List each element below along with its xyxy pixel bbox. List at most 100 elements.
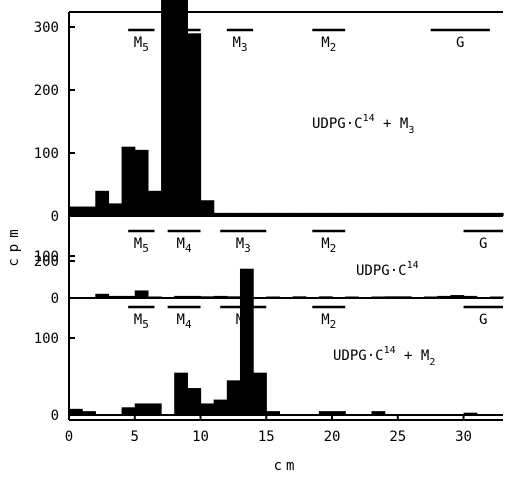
panel-label-top: UDPG·C14 + M3 (312, 113, 414, 136)
bar-top-17 (292, 212, 307, 216)
bar-top-25 (397, 212, 412, 216)
x-tick-label-20: 20 (324, 429, 341, 445)
x-axis-label: cm (274, 458, 299, 474)
bar-top-9 (187, 33, 202, 216)
x-tick-label-30: 30 (455, 429, 472, 445)
y-tick-label-bottom-200: 200 (34, 254, 59, 270)
marker-label-bottom-m3: M3 (236, 312, 251, 331)
bar-middle-2 (121, 295, 136, 298)
bar-top-30 (463, 212, 478, 216)
bar-top-26 (410, 212, 425, 216)
y-tick-label-bottom-100: 100 (34, 331, 59, 347)
bar-bottom-14 (332, 411, 346, 415)
bar-middle-3 (134, 290, 149, 298)
bar-middle-5 (174, 295, 188, 298)
y-tick-label-top-300: 300 (34, 20, 59, 36)
bar-bottom-8 (213, 399, 228, 415)
bar-middle-21 (463, 295, 478, 298)
marker-label-top-m4: M4 (177, 35, 192, 54)
bar-middle-0 (95, 293, 110, 298)
bar-top-5 (134, 149, 149, 216)
panel-middle: 0 100 M5 M4 M3 M2 G UDPG·C14 (34, 229, 504, 307)
marker-label-bottom-m2: M2 (321, 312, 336, 331)
bar-top-13 (239, 212, 254, 216)
panel-bottom: 0 100 200 M5 M4 M3 M2 G UDPG·C14 + M2 (34, 254, 503, 424)
panel-label-bottom: UDPG·C14 + M2 (333, 345, 435, 368)
marker-label-top-m5: M5 (134, 35, 149, 54)
marker-label-top-g: G (456, 35, 464, 51)
y-tick-label-middle-100: 100 (34, 249, 59, 265)
bar-top-29 (450, 212, 465, 216)
bar-top-6 (147, 190, 162, 216)
marker-label-middle-m3: M3 (236, 236, 251, 255)
bar-middle-19 (437, 295, 451, 298)
bar-top-0 (69, 206, 83, 216)
bar-top-23 (371, 212, 386, 216)
bar-bottom-6 (187, 388, 202, 415)
bar-top-27 (424, 212, 438, 216)
x-tick-label-25: 25 (389, 429, 406, 445)
bar-bottom-15 (371, 411, 386, 415)
bar-middle-1 (108, 295, 123, 298)
y-tick-label-bottom-0: 0 (51, 408, 59, 424)
bar-top-20 (332, 212, 346, 216)
bar-top-7 (161, 0, 175, 216)
panels: 0100200300400M5M4M3M2GUDPG·C14 + M30100M… (34, 0, 504, 424)
bar-bottom-9 (226, 380, 241, 415)
marker-label-bottom-g: G (479, 312, 487, 328)
panel-top: 0100200300400M5M4M3M2GUDPG·C14 + M3 (34, 0, 504, 225)
bar-top-2 (95, 190, 110, 216)
x-tick-label-15: 15 (258, 429, 275, 445)
bar-top-15 (266, 212, 281, 216)
bar-top-14 (253, 212, 267, 216)
bar-middle-6 (187, 295, 202, 298)
bar-bottom-12 (266, 411, 281, 415)
marker-label-top-m2: M2 (321, 35, 336, 54)
marker-label-middle-m2: M2 (321, 236, 336, 255)
bar-bottom-10 (239, 268, 254, 415)
bar-top-12 (226, 212, 241, 216)
bar-bottom-2 (121, 407, 136, 415)
bar-top-10 (200, 200, 215, 216)
bar-top-22 (358, 212, 373, 216)
bar-top-32 (489, 212, 504, 216)
y-tick-label-top-100: 100 (34, 146, 59, 162)
bar-top-31 (476, 212, 491, 216)
bar-top-21 (345, 212, 359, 216)
bar-top-1 (82, 206, 96, 216)
bar-top-4 (121, 146, 136, 216)
marker-label-top-m3: M3 (232, 35, 247, 54)
x-axis: 0 5 10 15 20 25 30 (65, 414, 472, 445)
bar-bottom-11 (253, 372, 267, 415)
marker-label-middle-m4: M4 (177, 236, 192, 255)
bar-bottom-5 (174, 372, 188, 415)
marker-label-middle-g: G (479, 236, 487, 252)
y-axis-label: cpm (6, 223, 22, 266)
bar-top-3 (108, 203, 123, 216)
bar-top-8 (174, 0, 188, 216)
bar-top-18 (305, 212, 320, 216)
bar-top-19 (318, 212, 333, 216)
bar-bottom-13 (318, 411, 333, 415)
marker-label-bottom-m5: M5 (134, 312, 149, 331)
x-tick-label-5: 5 (131, 429, 139, 445)
y-tick-label-middle-0: 0 (51, 291, 59, 307)
bar-middle-20 (450, 295, 465, 298)
bar-top-28 (437, 212, 451, 216)
bar-bottom-1 (82, 411, 96, 415)
marker-label-middle-m5: M5 (134, 236, 149, 255)
y-tick-label-top-0: 0 (51, 209, 59, 225)
bar-bottom-7 (200, 403, 215, 415)
bar-bottom-16 (463, 412, 478, 415)
bar-bottom-4 (147, 403, 162, 415)
bar-middle-8 (213, 295, 228, 298)
x-tick-label-0: 0 (65, 429, 73, 445)
marker-label-bottom-m4: M4 (177, 312, 192, 331)
bar-top-16 (279, 212, 294, 216)
bar-top-11 (213, 212, 228, 216)
y-tick-label-top-200: 200 (34, 83, 59, 99)
panel-label-middle: UDPG·C14 (356, 260, 419, 279)
x-tick-label-10: 10 (192, 429, 209, 445)
bar-top-24 (384, 212, 399, 216)
